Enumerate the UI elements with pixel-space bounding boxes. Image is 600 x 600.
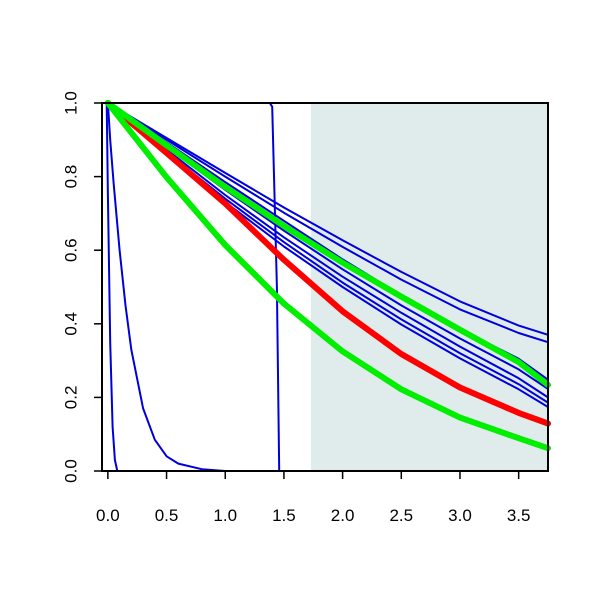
y-tick-label: 0.4 — [61, 312, 80, 336]
x-tick-label: 3.0 — [448, 506, 472, 525]
series-line-2 — [104, 100, 551, 452]
x-tick-label: 2.5 — [389, 506, 413, 525]
series-line-8 — [106, 102, 549, 399]
series-line-5 — [106, 102, 549, 344]
series-line-4 — [106, 102, 549, 336]
y-tick-label: 0.0 — [61, 459, 80, 483]
series-line-11 — [106, 102, 549, 472]
plot-frame — [101, 102, 549, 472]
series-line-3 — [104, 100, 551, 388]
x-tick-label: 1.0 — [213, 506, 237, 525]
x-tick-label: 1.5 — [272, 506, 296, 525]
x-tick-label: 2.0 — [331, 506, 355, 525]
y-tick-label: 0.2 — [61, 386, 80, 410]
x-tick-label: 0.5 — [155, 506, 179, 525]
y-tick-label: 0.6 — [61, 238, 80, 262]
x-tick-label: 3.5 — [507, 506, 531, 525]
x-tick-label: 0.0 — [96, 506, 120, 525]
y-tick-label: 0.8 — [61, 165, 80, 189]
series-line-1 — [104, 100, 551, 427]
y-tick-label: 1.0 — [61, 91, 80, 115]
